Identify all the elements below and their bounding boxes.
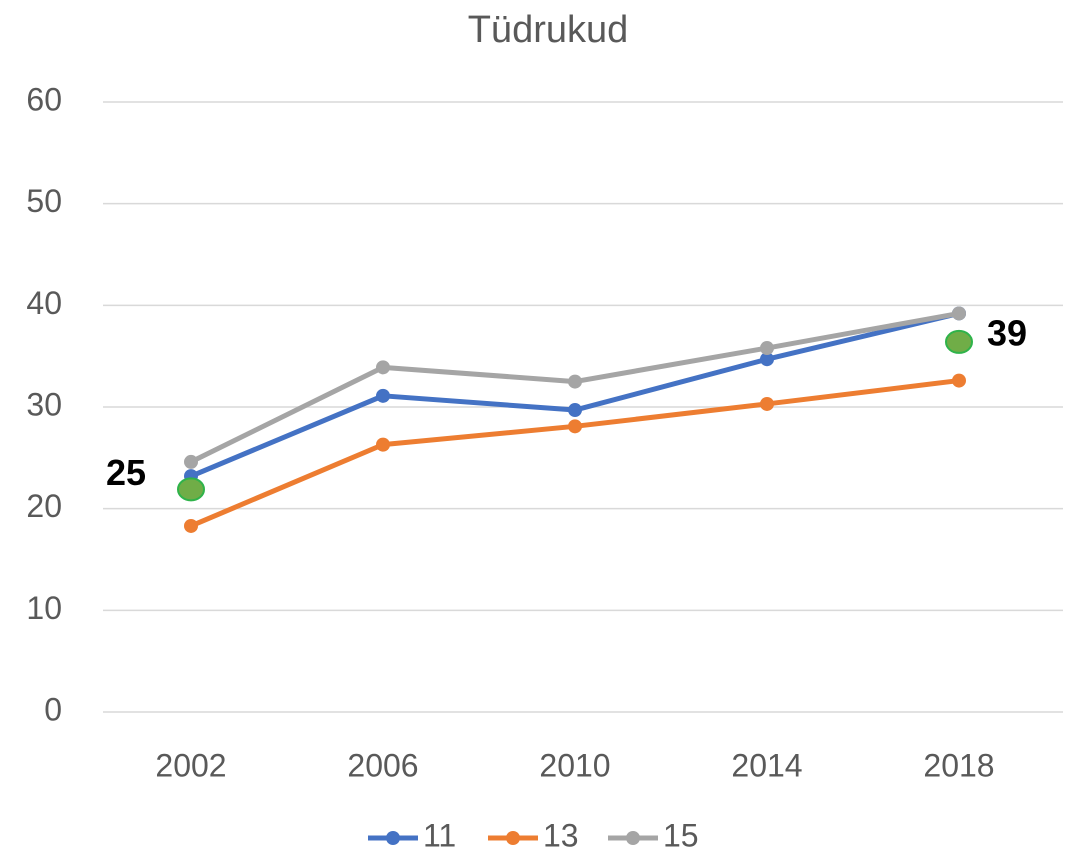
- y-tick-label: 40: [26, 285, 62, 321]
- y-tick-label: 50: [26, 183, 62, 219]
- x-tick-label: 2006: [347, 747, 418, 783]
- data-point: [184, 454, 198, 469]
- data-point: [568, 374, 582, 389]
- x-tick-label: 2010: [539, 747, 610, 783]
- y-tick-label: 30: [26, 386, 62, 422]
- series-line: [190, 378, 960, 529]
- y-tick-label: 0: [44, 691, 62, 727]
- legend-marker: [506, 831, 520, 845]
- data-point: [376, 360, 390, 375]
- data-point: [376, 388, 390, 403]
- data-point: [760, 352, 774, 367]
- legend-label: 15: [663, 817, 699, 853]
- chart-title: Tüdrukud: [468, 9, 629, 51]
- x-tick-label: 2014: [731, 747, 802, 783]
- y-tick-label: 10: [26, 590, 62, 626]
- data-point: [952, 306, 966, 321]
- data-point: [760, 341, 774, 356]
- y-tick-label: 20: [26, 488, 62, 524]
- annotation-marker: [945, 329, 973, 354]
- data-point: [952, 373, 966, 388]
- annotation-marker: [177, 477, 205, 502]
- annotation-label: 25: [106, 452, 146, 493]
- legend-label: 13: [543, 817, 579, 853]
- data-point: [376, 437, 390, 452]
- data-point: [760, 396, 774, 411]
- y-tick-label: 60: [26, 81, 62, 117]
- legend-label: 11: [423, 817, 456, 853]
- annotation-label: 39: [987, 312, 1027, 353]
- data-point: [568, 403, 582, 418]
- data-point: [568, 419, 582, 434]
- legend-marker: [386, 831, 400, 845]
- x-tick-label: 2002: [155, 747, 226, 783]
- data-point: [184, 518, 198, 533]
- legend-marker: [626, 831, 640, 845]
- x-tick-label: 2018: [923, 747, 994, 783]
